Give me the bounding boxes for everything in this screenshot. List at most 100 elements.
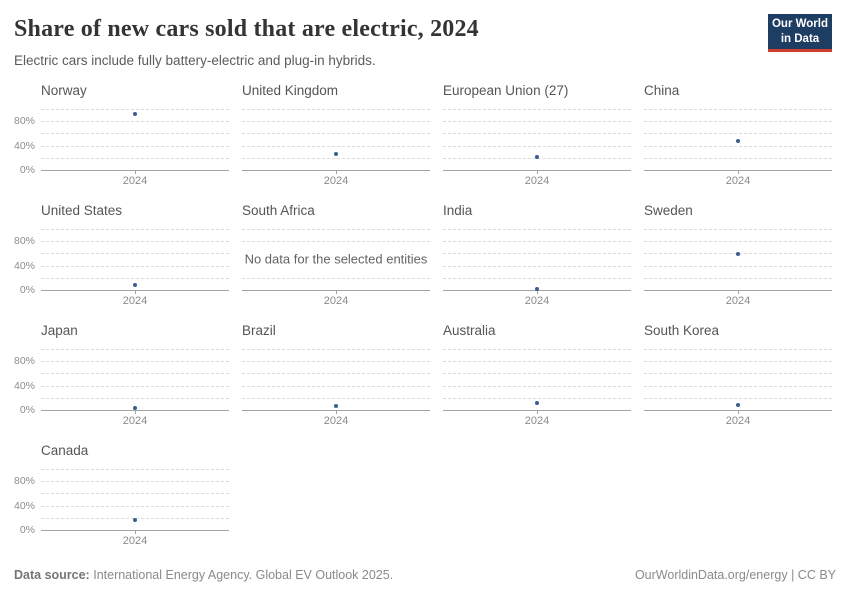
gridline bbox=[443, 133, 631, 135]
facet-chart: United Kingdom 2024 bbox=[242, 80, 430, 200]
chart-subtitle: Electric cars include fully battery-elec… bbox=[14, 53, 376, 68]
plot-area bbox=[242, 349, 430, 414]
gridline bbox=[41, 157, 229, 159]
x-axis-label: 2024 bbox=[323, 295, 349, 307]
gridline bbox=[242, 157, 430, 159]
gridline bbox=[644, 361, 832, 363]
footer-separator: | bbox=[791, 568, 795, 582]
chart-header: Share of new cars sold that are electric… bbox=[0, 0, 850, 80]
y-axis-tick-label: 80% bbox=[13, 355, 35, 368]
plot-area bbox=[242, 109, 430, 174]
gridline bbox=[443, 349, 631, 350]
data-point[interactable] bbox=[133, 111, 137, 116]
data-point[interactable] bbox=[133, 282, 137, 287]
data-point[interactable] bbox=[334, 151, 338, 156]
x-axis-label: 2024 bbox=[524, 415, 550, 427]
facet-chart: United States 0% 40% 80% 2024 bbox=[14, 200, 229, 320]
owid-logo[interactable]: Our World in Data bbox=[768, 14, 832, 52]
data-point[interactable] bbox=[133, 518, 137, 523]
data-point[interactable] bbox=[535, 155, 539, 160]
x-axis-tick bbox=[135, 290, 136, 294]
gridline bbox=[443, 277, 631, 279]
data-point[interactable] bbox=[133, 406, 137, 411]
y-axis-tick-label: 40% bbox=[13, 499, 35, 512]
y-axis-tick-label: 80% bbox=[13, 115, 35, 128]
gridline bbox=[443, 361, 631, 363]
y-axis-tick-label: 80% bbox=[13, 475, 35, 488]
plot-area: No data for the selected entities bbox=[240, 229, 432, 294]
owid-url-link[interactable]: OurWorldinData.org/energy bbox=[634, 568, 788, 582]
facet-chart: European Union (27) 2024 bbox=[443, 80, 631, 200]
plot-area bbox=[644, 109, 832, 174]
gridline bbox=[443, 397, 631, 399]
data-point[interactable] bbox=[535, 401, 539, 406]
x-axis-label: 2024 bbox=[323, 175, 349, 187]
plot-area bbox=[443, 349, 631, 414]
facet-chart: Sweden 2024 bbox=[644, 200, 832, 320]
y-axis-tick-label: 0% bbox=[19, 284, 35, 296]
facet-chart: India 2024 bbox=[443, 200, 631, 320]
x-axis-label: 2024 bbox=[725, 415, 751, 427]
gridline bbox=[41, 229, 229, 230]
gridline bbox=[644, 373, 832, 375]
gridline bbox=[41, 133, 229, 135]
facet-chart: Canada 0% 40% 80% 2024 bbox=[14, 440, 229, 560]
page-title: Share of new cars sold that are electric… bbox=[14, 16, 479, 42]
gridline bbox=[41, 493, 229, 495]
plot-area: 0% 40% 80% bbox=[14, 109, 229, 176]
data-source-text: International Energy Agency. Global EV O… bbox=[93, 568, 394, 582]
gridline bbox=[443, 385, 631, 387]
gridline bbox=[443, 253, 631, 255]
license-link[interactable]: CC BY bbox=[797, 568, 836, 582]
no-data-message: No data for the selected entities bbox=[240, 248, 432, 270]
gridline bbox=[443, 109, 631, 110]
data-point[interactable] bbox=[535, 286, 539, 291]
gridline bbox=[41, 277, 229, 279]
gridline bbox=[41, 349, 229, 350]
plot-area bbox=[644, 349, 832, 414]
gridline bbox=[242, 109, 430, 110]
gridline bbox=[242, 121, 430, 123]
data-point[interactable] bbox=[736, 252, 740, 256]
y-axis-tick-label: 40% bbox=[13, 139, 35, 152]
gridline bbox=[242, 373, 430, 375]
gridline bbox=[443, 241, 631, 243]
gridline bbox=[242, 349, 430, 350]
facet-title: United States bbox=[41, 203, 123, 218]
facet-title: European Union (27) bbox=[443, 83, 569, 98]
x-axis-tick bbox=[738, 170, 739, 174]
x-axis-tick bbox=[738, 410, 739, 414]
x-axis-tick bbox=[336, 410, 337, 414]
gridline bbox=[644, 397, 832, 399]
plot-area bbox=[644, 229, 832, 294]
data-point[interactable] bbox=[736, 403, 740, 408]
y-axis-tick-label: 40% bbox=[13, 379, 35, 392]
gridline bbox=[41, 505, 229, 507]
plot-area bbox=[443, 229, 631, 294]
x-axis-tick bbox=[135, 530, 136, 534]
chart-footer: Data source: International Energy Agency… bbox=[14, 568, 836, 582]
gridline bbox=[443, 121, 631, 123]
facet-title: Canada bbox=[41, 443, 89, 458]
facet-chart: South Africa No data for the selected en… bbox=[240, 200, 432, 320]
data-point[interactable] bbox=[334, 404, 338, 409]
plot-area: 0% 40% 80% bbox=[14, 229, 229, 296]
x-axis-label: 2024 bbox=[524, 175, 550, 187]
x-axis-label: 2024 bbox=[122, 175, 148, 187]
gridline bbox=[644, 145, 832, 147]
gridline bbox=[41, 265, 229, 267]
gridline bbox=[41, 145, 229, 147]
facet-title: Japan bbox=[41, 323, 78, 338]
data-point[interactable] bbox=[736, 138, 740, 143]
gridline bbox=[644, 109, 832, 110]
gridline bbox=[242, 145, 430, 147]
x-axis-label: 2024 bbox=[524, 295, 550, 307]
gridline bbox=[644, 157, 832, 159]
gridline bbox=[443, 229, 631, 230]
gridline bbox=[242, 277, 430, 279]
gridline bbox=[41, 121, 229, 123]
gridline bbox=[41, 397, 229, 399]
facet-chart: Brazil 2024 bbox=[242, 320, 430, 440]
x-axis-label: 2024 bbox=[122, 535, 148, 547]
